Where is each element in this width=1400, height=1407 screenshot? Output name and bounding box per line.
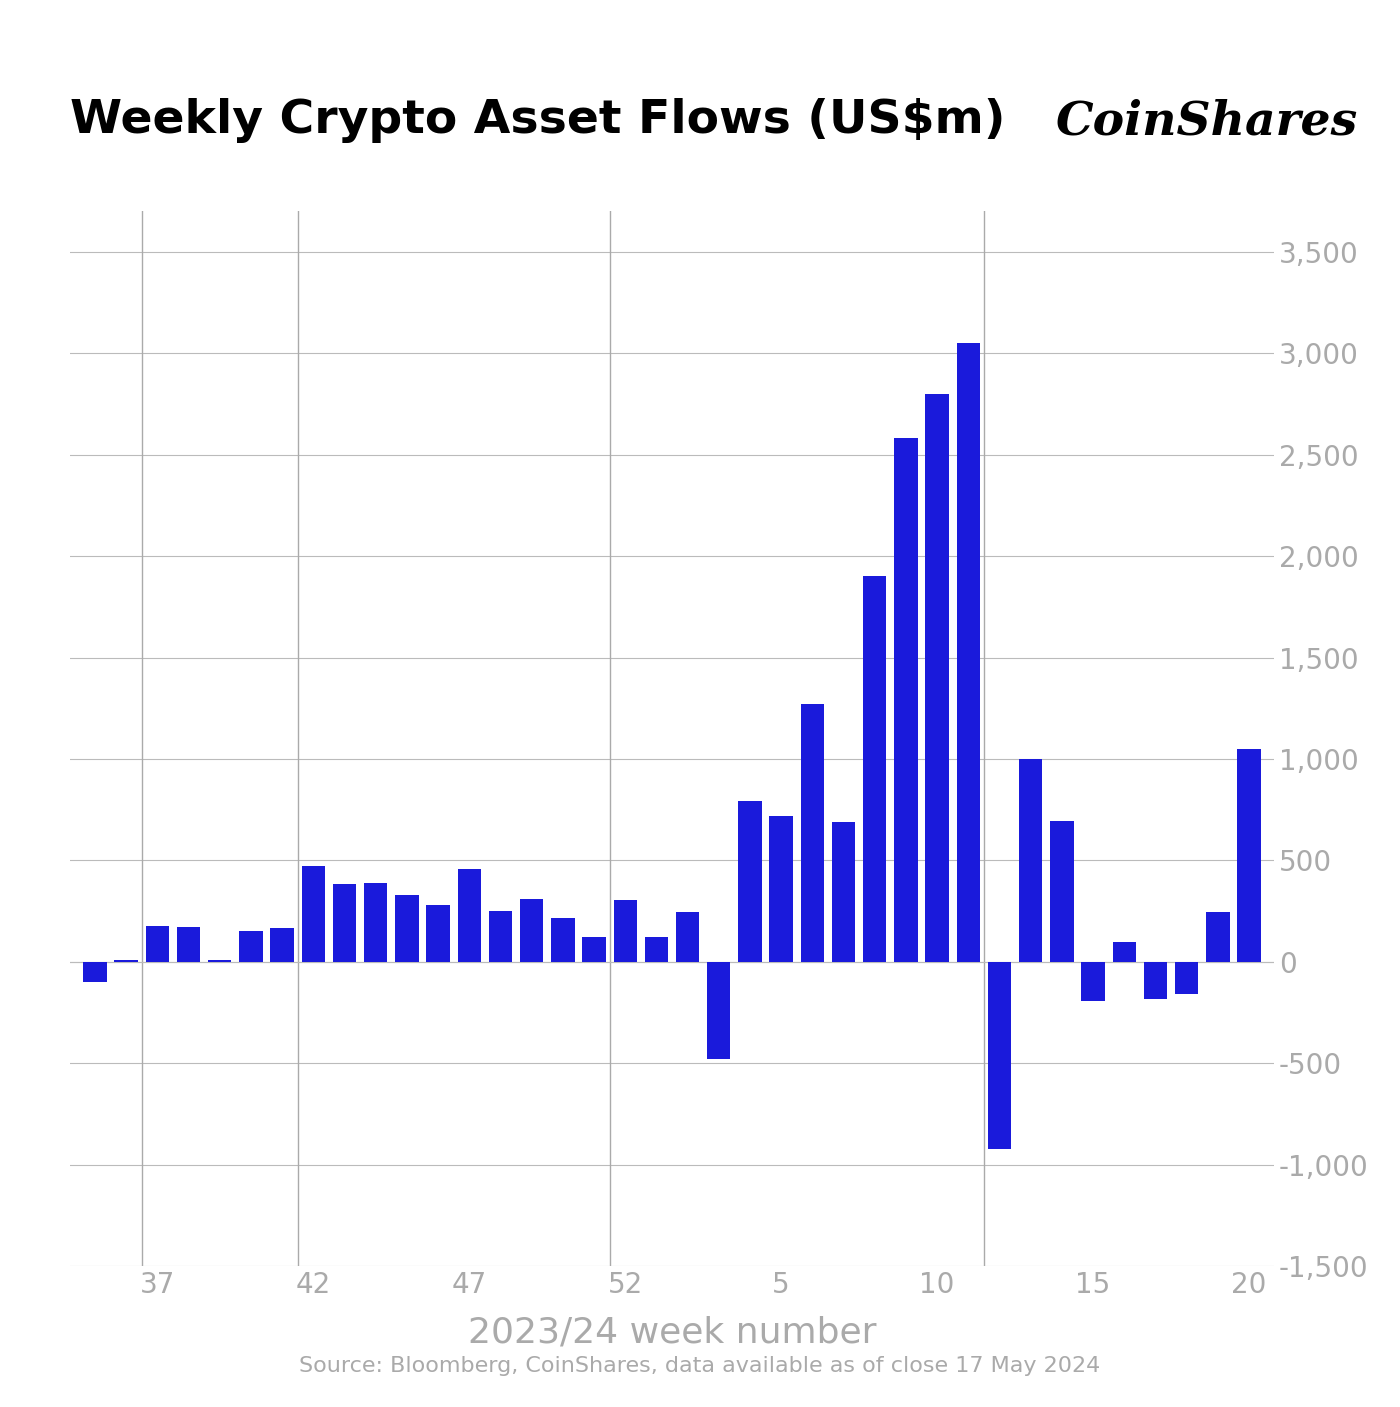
Bar bbox=[458, 868, 482, 962]
Bar bbox=[770, 816, 792, 962]
Bar bbox=[1207, 912, 1229, 962]
Bar bbox=[395, 895, 419, 962]
Text: CoinShares: CoinShares bbox=[1056, 98, 1358, 145]
Bar bbox=[364, 882, 388, 962]
Bar bbox=[582, 937, 606, 962]
Bar bbox=[427, 905, 449, 962]
Bar bbox=[146, 926, 169, 962]
Bar bbox=[613, 900, 637, 962]
Bar bbox=[239, 931, 263, 962]
Text: Source: Bloomberg, CoinShares, data available as of close 17 May 2024: Source: Bloomberg, CoinShares, data avai… bbox=[300, 1356, 1100, 1376]
Bar bbox=[1050, 820, 1074, 962]
Bar bbox=[1081, 962, 1105, 1002]
Text: Weekly Crypto Asset Flows (US$m): Weekly Crypto Asset Flows (US$m) bbox=[70, 98, 1005, 144]
Bar bbox=[1113, 941, 1135, 962]
Bar bbox=[176, 927, 200, 962]
Bar bbox=[988, 962, 1011, 1148]
Bar bbox=[832, 822, 855, 962]
Bar bbox=[333, 884, 356, 962]
Bar bbox=[489, 912, 512, 962]
X-axis label: 2023/24 week number: 2023/24 week number bbox=[468, 1316, 876, 1349]
Bar bbox=[1238, 749, 1261, 962]
Bar bbox=[925, 394, 949, 962]
Bar bbox=[862, 577, 886, 962]
Bar bbox=[270, 929, 294, 962]
Bar bbox=[209, 960, 231, 962]
Bar bbox=[645, 937, 668, 962]
Bar bbox=[552, 919, 574, 962]
Bar bbox=[83, 962, 106, 982]
Bar bbox=[895, 439, 917, 962]
Bar bbox=[115, 960, 137, 962]
Bar bbox=[707, 962, 731, 1059]
Bar bbox=[1019, 758, 1043, 962]
Bar bbox=[738, 801, 762, 962]
Bar bbox=[1144, 962, 1168, 999]
Bar bbox=[1175, 962, 1198, 995]
Bar bbox=[801, 704, 825, 962]
Bar bbox=[519, 899, 543, 962]
Bar bbox=[301, 865, 325, 962]
Bar bbox=[956, 343, 980, 962]
Bar bbox=[676, 912, 699, 962]
